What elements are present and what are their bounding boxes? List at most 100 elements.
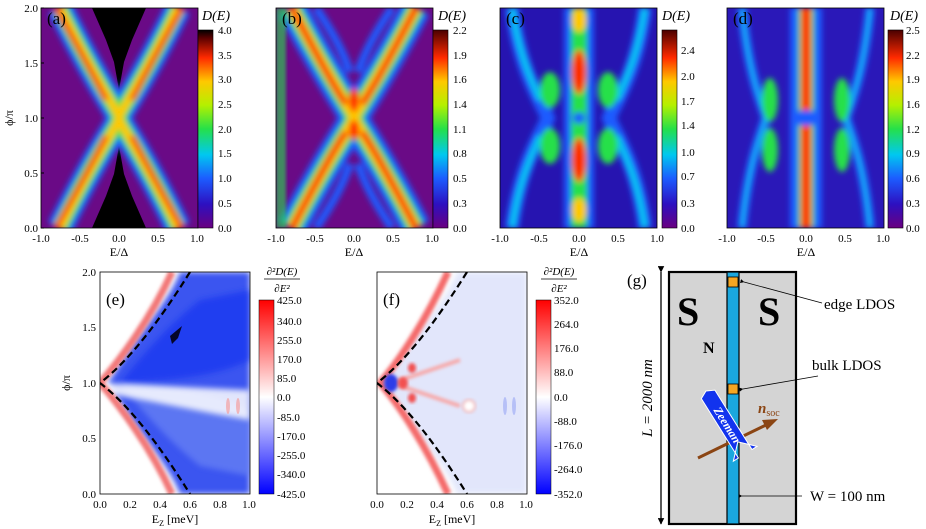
xlabel-e: EZ [meV] — [152, 512, 199, 528]
cbtick-d-4: 1.2 — [906, 124, 920, 136]
xtick-f-3: 0.6 — [460, 499, 474, 511]
xtick-b-4: 1.0 — [425, 233, 439, 245]
heatmap-c — [500, 8, 657, 228]
cbtick-a-0: 0.0 — [218, 223, 232, 235]
heatmap-f — [377, 272, 527, 494]
cbtick-e-0: 425.0 — [277, 295, 302, 307]
cbtick-e-7: -170.0 — [277, 431, 306, 443]
cbtick-b-0: 0.0 — [453, 223, 467, 235]
cbtick-d-6: 1.9 — [906, 74, 920, 86]
left-superconductor-label: S — [677, 289, 699, 334]
cbtick-f-0: 352.0 — [554, 295, 579, 307]
cbtick-e-2: 255.0 — [277, 335, 302, 347]
colorbar-ticks-f: 352.0 264.0 176.0 88.0 0.0 -88.0 -176.0 … — [554, 295, 583, 501]
cbtick-e-5: 0.0 — [277, 392, 291, 404]
ytick-a-1: 0.5 — [24, 168, 38, 180]
xtick-c-0: -1.0 — [491, 233, 509, 245]
cbtick-c-4: 1.4 — [681, 120, 695, 132]
panel-label-d: (d) — [733, 9, 753, 28]
cbtick-d-7: 2.2 — [906, 50, 920, 62]
cbtick-e-3: 170.0 — [277, 354, 302, 366]
xtick-c-4: 1.0 — [650, 233, 664, 245]
cbtick-c-2: 0.7 — [681, 171, 695, 183]
xtick-f-4: 0.8 — [490, 499, 504, 511]
xtick-e-5: 1.0 — [242, 499, 256, 511]
xlabel-a: E/Δ — [110, 245, 129, 259]
xtick-b-1: -0.5 — [306, 233, 324, 245]
cbtick-b-3: 0.8 — [453, 148, 467, 160]
xlabel-b: E/Δ — [345, 245, 364, 259]
cbtick-d-3: 0.9 — [906, 148, 920, 160]
cbtick-f-6: -176.0 — [554, 440, 583, 452]
xtick-a-4: 1.0 — [190, 233, 204, 245]
xtick-a-3: 0.5 — [151, 233, 165, 245]
cbtick-e-4: 85.0 — [277, 373, 297, 385]
ytick-e-0: 0.0 — [82, 489, 96, 501]
ytick-e-4: 2.0 — [82, 267, 96, 279]
xtick-f-0: 0.0 — [370, 499, 384, 511]
xtick-e-1: 0.2 — [123, 499, 137, 511]
ytick-e-3: 1.5 — [82, 322, 96, 334]
colorbar-c — [661, 29, 678, 229]
colorbar-title-f-num: ∂²D(E) — [544, 266, 575, 278]
colorbar-ticks-e: 425.0 340.0 255.0 170.0 85.0 0.0 -85.0 -… — [277, 295, 306, 501]
x-axis-c: -1.0 -0.5 0.0 0.5 1.0 — [491, 233, 664, 245]
cbtick-a-7: 3.5 — [218, 50, 232, 62]
xtick-f-2: 0.4 — [430, 499, 444, 511]
cbtick-c-7: 2.4 — [681, 45, 695, 57]
bulk-ldos-label: bulk LDOS — [812, 358, 882, 374]
heatmap-a — [41, 8, 198, 228]
ylabel-e: ϕ/π — [59, 375, 73, 391]
xlabel-c: E/Δ — [570, 245, 589, 259]
xlabel-f-sub: Z — [436, 519, 441, 528]
colorbar-title-c: D(E) — [661, 9, 690, 24]
panel-b: (b) -1.0 -0.5 0.0 0.5 1.0 E/Δ D(E) 0.0 0… — [267, 7, 467, 259]
ytick-a-0: 0.0 — [24, 223, 38, 235]
xtick-e-0: 0.0 — [93, 499, 107, 511]
colorbar-a — [197, 29, 214, 229]
cbtick-e-9: -340.0 — [277, 469, 306, 481]
edge-ldos-label: edge LDOS — [824, 297, 895, 313]
panel-label-a: (a) — [47, 9, 66, 28]
xtick-f-5: 1.0 — [519, 499, 533, 511]
xtick-b-3: 0.5 — [386, 233, 400, 245]
cbtick-e-8: -255.0 — [277, 450, 306, 462]
y-axis-a: 0.0 0.5 1.0 1.5 2.0 — [24, 3, 44, 235]
colorbar-b — [432, 29, 449, 229]
cbtick-a-2: 1.0 — [218, 173, 232, 185]
xtick-f-1: 0.2 — [400, 499, 414, 511]
xtick-e-4: 0.8 — [213, 499, 227, 511]
panel-label-b: (b) — [282, 9, 302, 28]
cbtick-b-1: 0.3 — [453, 198, 467, 210]
cbtick-e-10: -425.0 — [277, 489, 306, 501]
cbtick-d-5: 1.6 — [906, 99, 920, 111]
colorbar-d — [887, 29, 904, 229]
normal-label: N — [703, 340, 715, 357]
xtick-d-1: -0.5 — [757, 233, 775, 245]
xtick-d-0: -1.0 — [718, 233, 736, 245]
xtick-a-2: 0.0 — [112, 233, 126, 245]
cbtick-a-6: 3.0 — [218, 74, 232, 86]
cbtick-f-8: -352.0 — [554, 489, 583, 501]
dashed-boundary-f — [377, 272, 468, 494]
xtick-e-3: 0.6 — [183, 499, 197, 511]
heatmap-b — [276, 8, 433, 228]
cbtick-f-4: 0.0 — [554, 392, 568, 404]
colorbar-title-e-num: ∂²D(E) — [267, 266, 298, 278]
cbtick-f-3: 88.0 — [554, 367, 574, 379]
width-label: W = 100 nm — [810, 489, 886, 505]
xtick-b-0: -1.0 — [267, 233, 285, 245]
bulk-ldos-marker — [727, 383, 739, 395]
x-axis-d: -1.0 -0.5 0.0 0.5 1.0 — [718, 233, 890, 245]
cbtick-f-5: -88.0 — [554, 416, 577, 428]
cbtick-d-2: 0.6 — [906, 173, 920, 185]
ytick-e-2: 1.0 — [82, 378, 96, 390]
nsoc-main: n — [758, 401, 766, 417]
normal-region — [726, 271, 740, 525]
xtick-b-2: 0.0 — [347, 233, 361, 245]
xlabel-f-main: E — [429, 512, 436, 526]
cbtick-b-5: 1.4 — [453, 99, 467, 111]
xtick-a-0: -1.0 — [32, 233, 50, 245]
nsoc-label: nsoc — [758, 401, 780, 419]
colorbar-ticks-c: 0.0 0.3 0.7 1.0 1.4 1.7 2.0 2.4 — [681, 45, 695, 235]
